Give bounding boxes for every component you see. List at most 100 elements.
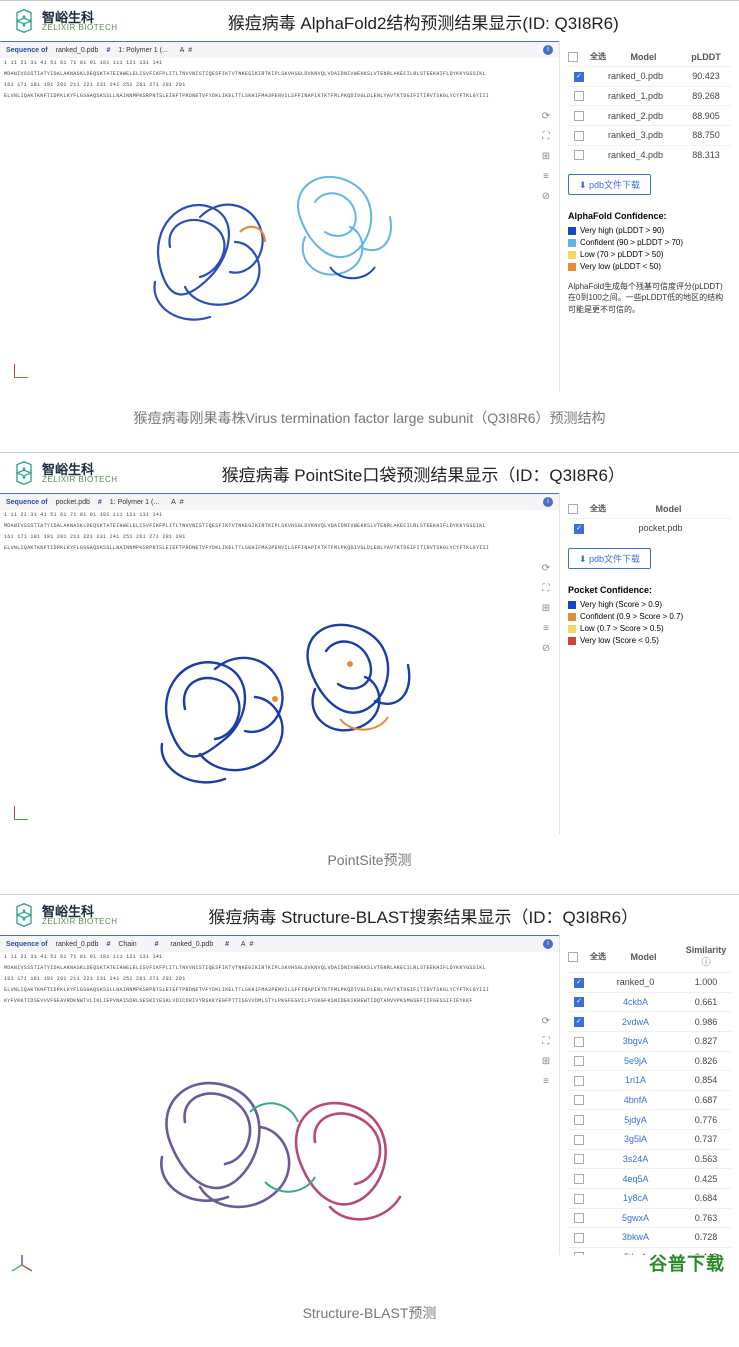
structure-canvas[interactable]: ⟳ ⛶ ⊞ ≡ [0, 1007, 559, 1287]
score-value: 88.905 [681, 111, 731, 121]
model-name: ranked_1.pdb [590, 91, 681, 101]
model-name[interactable]: 1ri1A [590, 1075, 681, 1085]
sequence-line-2: ELVNLIQAKTKNFTIDPKLKYFLGSGAQSKSSLLNAINNM… [0, 91, 559, 102]
table-row[interactable]: 5e9jA 0.826 [568, 1051, 731, 1071]
model-name[interactable]: 3g5lA [590, 1134, 681, 1144]
row-checkbox[interactable] [574, 1135, 584, 1145]
score-value: 0.776 [681, 1115, 731, 1125]
table-row[interactable]: 5jdyA 0.776 [568, 1109, 731, 1129]
score-value: 0.563 [681, 1154, 731, 1164]
table-row[interactable]: 4bnfA 0.687 [568, 1090, 731, 1110]
tool-4[interactable]: ⊘ [539, 190, 553, 204]
logo-en: ZELIXIR BIOTECH [42, 24, 118, 32]
model-name[interactable]: 5e9jA [590, 1056, 681, 1066]
table-row[interactable]: 4eq5A 0.425 [568, 1168, 731, 1188]
tool-0[interactable]: ⟳ [539, 562, 553, 576]
model-name[interactable]: 5gwxA [590, 1213, 681, 1223]
table-row[interactable]: 3g5lA 0.737 [568, 1129, 731, 1149]
tool-3[interactable]: ≡ [539, 622, 553, 636]
tool-1[interactable]: ⛶ [539, 130, 553, 144]
row-checkbox[interactable] [574, 1194, 584, 1204]
result-panel-2: 智峪生科ZELIXIR BIOTECH 猴痘病毒 Structure-BLAST… [0, 894, 739, 1343]
table-row[interactable]: ranked_2.pdb 88.905 [568, 105, 731, 125]
tool-2[interactable]: ⊞ [539, 602, 553, 616]
tool-2[interactable]: ⊞ [539, 150, 553, 164]
row-checkbox[interactable] [574, 1252, 584, 1255]
row-checkbox[interactable] [574, 1233, 584, 1243]
tool-1[interactable]: ⛶ [539, 582, 553, 596]
sequence-line-2: ELVNLIQAKTKNFTIDPKLKYFLGSGAQSKSSLLNAINNM… [0, 985, 559, 996]
structure-canvas[interactable]: ⟳ ⛶ ⊞ ≡ ⊘ [0, 102, 559, 392]
table-row[interactable]: 1y8cA 0.684 [568, 1188, 731, 1208]
download-button[interactable]: ⬇ pdb文件下载 [568, 174, 651, 195]
info-icon[interactable]: i [543, 497, 553, 507]
model-name[interactable]: 2vdwA [590, 1017, 681, 1027]
row-checkbox[interactable] [574, 1213, 584, 1223]
row-checkbox[interactable] [574, 524, 584, 534]
tool-3[interactable]: ≡ [539, 1075, 553, 1089]
row-checkbox[interactable] [574, 1154, 584, 1164]
table-row[interactable]: ranked_4.pdb 88.313 [568, 145, 731, 165]
result-panel-0: 智峪生科ZELIXIR BIOTECH 猴痘病毒 AlphaFold2结构预测结… [0, 0, 739, 448]
tool-4[interactable]: ⊘ [539, 642, 553, 656]
info-icon[interactable]: i [543, 45, 553, 55]
model-name[interactable]: 1y8cA [590, 1193, 681, 1203]
viewer-tools: ⟳ ⛶ ⊞ ≡ [539, 1015, 553, 1089]
row-checkbox[interactable] [574, 150, 584, 160]
table-row[interactable]: 2vdwA 0.986 [568, 1011, 731, 1031]
checkbox-all[interactable] [568, 52, 578, 62]
row-checkbox[interactable] [574, 1174, 584, 1184]
checkbox-all[interactable] [568, 952, 578, 962]
table-row[interactable]: 4ckbA 0.661 [568, 992, 731, 1012]
row-checkbox[interactable] [574, 1037, 584, 1047]
table-row[interactable]: ranked_0 1.000 [568, 972, 731, 992]
row-checkbox[interactable] [574, 1076, 584, 1086]
info-icon[interactable]: i [543, 939, 553, 949]
checkbox-all[interactable] [568, 504, 578, 514]
score-value: 0.425 [681, 1174, 731, 1184]
table-row[interactable]: ranked_0.pdb 90.423 [568, 66, 731, 86]
table-row[interactable]: 3bgvA 0.827 [568, 1031, 731, 1051]
model-name[interactable]: 4bnfA [590, 1095, 681, 1105]
model-name[interactable]: 3bkwA [590, 1232, 681, 1242]
model-name[interactable]: 4ckbA [590, 997, 681, 1007]
table-row[interactable]: pocket.pdb [568, 518, 731, 538]
row-checkbox[interactable] [574, 91, 584, 101]
table-row[interactable]: 3bkwA 0.728 [568, 1227, 731, 1247]
footer-brand: 谷普下载 [649, 1250, 725, 1276]
table-row[interactable]: ranked_3.pdb 88.750 [568, 125, 731, 145]
row-checkbox[interactable] [574, 978, 584, 988]
download-button[interactable]: ⬇ pdb文件下载 [568, 548, 651, 569]
model-name[interactable]: 3bgvA [590, 1036, 681, 1046]
tool-0[interactable]: ⟳ [539, 110, 553, 124]
structure-canvas[interactable]: ⟳ ⛶ ⊞ ≡ ⊘ [0, 554, 559, 834]
row-checkbox[interactable] [574, 131, 584, 141]
row-checkbox[interactable] [574, 111, 584, 121]
table-row[interactable]: 1ri1A 0.854 [568, 1070, 731, 1090]
table-header: 全选 Model Similarity ⓘ [568, 941, 731, 972]
table-row[interactable]: 3s24A 0.563 [568, 1149, 731, 1169]
tool-3[interactable]: ≡ [539, 170, 553, 184]
logo-cn: 智峪生科 [42, 463, 118, 476]
legend-label: Very high (pLDDT > 90) [580, 225, 664, 237]
legend-label: Very low (pLDDT < 50) [580, 261, 661, 273]
table-row[interactable]: ranked_1.pdb 89.268 [568, 86, 731, 106]
model-name[interactable]: 3s24A [590, 1154, 681, 1164]
row-checkbox[interactable] [574, 1115, 584, 1125]
row-checkbox[interactable] [574, 72, 584, 82]
model-name[interactable]: 4eq5A [590, 1174, 681, 1184]
model-name[interactable]: 5jdyA [590, 1115, 681, 1125]
tool-2[interactable]: ⊞ [539, 1055, 553, 1069]
score-value: 0.728 [681, 1232, 731, 1242]
table-row[interactable]: 5gwxA 0.763 [568, 1208, 731, 1228]
axis-3d [10, 1253, 34, 1277]
row-checkbox[interactable] [574, 1095, 584, 1105]
side-panel: 全选 Model Similarity ⓘ ranked_0 1.000 4ck… [559, 935, 739, 1255]
tool-1[interactable]: ⛶ [539, 1035, 553, 1049]
row-checkbox[interactable] [574, 1056, 584, 1066]
score-value: 0.986 [681, 1017, 731, 1027]
legend-label: Very low (Score < 0.5) [580, 635, 659, 647]
tool-0[interactable]: ⟳ [539, 1015, 553, 1029]
row-checkbox[interactable] [574, 997, 584, 1007]
row-checkbox[interactable] [574, 1017, 584, 1027]
